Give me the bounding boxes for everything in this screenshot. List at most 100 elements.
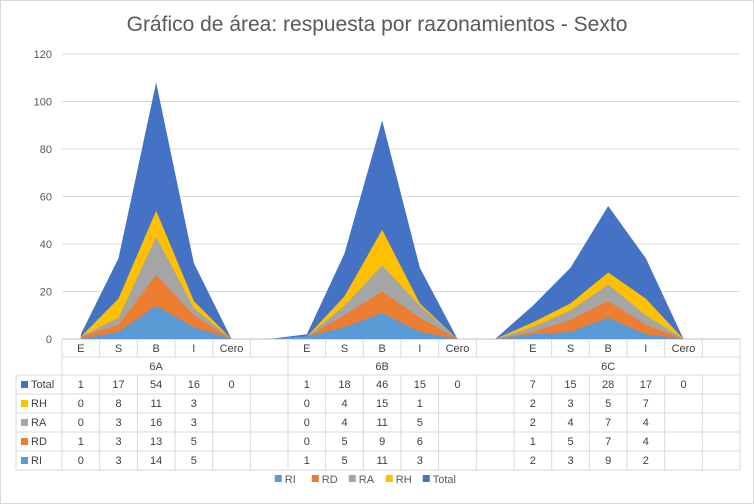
table-cell: 13: [150, 436, 162, 448]
table-series-label: Total: [31, 379, 54, 391]
table-cell: 16: [188, 379, 200, 391]
table-cell: 5: [605, 398, 611, 410]
table-cell: 3: [567, 398, 573, 410]
table-cell: 2: [530, 398, 536, 410]
table-cell: 1: [78, 379, 84, 391]
table-cell: 4: [341, 398, 347, 410]
y-tick-label: 20: [40, 287, 52, 299]
table-cell: 0: [78, 455, 84, 467]
area-series-total: [80, 82, 684, 339]
legend-key-ra: [348, 475, 356, 482]
table-cell: 28: [602, 379, 614, 391]
category-label: I: [192, 343, 195, 355]
area-series-rd: [80, 274, 684, 339]
table-cell: 3: [191, 417, 197, 429]
category-label: E: [303, 343, 310, 355]
table-cell: 4: [341, 417, 347, 429]
y-tick-label: 120: [34, 49, 52, 61]
table-cell: 9: [379, 436, 385, 448]
table-cell: 5: [341, 455, 347, 467]
table-cell: 11: [376, 455, 387, 467]
table-cell: 0: [78, 417, 84, 429]
category-label: B: [152, 343, 159, 355]
table-cell: 1: [304, 455, 310, 467]
legend-key-rd: [311, 475, 319, 482]
table-cell: 1: [78, 436, 84, 448]
legend-label: RH: [396, 474, 412, 486]
y-tick-label: 60: [40, 192, 52, 204]
table-cell: 9: [605, 455, 611, 467]
table-cell: 15: [564, 379, 576, 391]
table-cell: 0: [304, 417, 310, 429]
table-cell: 14: [150, 455, 162, 467]
legend-key-total: [422, 475, 430, 482]
table-cell: 7: [530, 379, 536, 391]
table-cell: 17: [112, 379, 124, 391]
table-legend-key: [21, 419, 28, 426]
legend-label: Total: [433, 474, 456, 486]
table-cell: 5: [567, 436, 573, 448]
category-label: E: [77, 343, 84, 355]
table-cell: 2: [530, 417, 536, 429]
table-series-label: RI: [31, 455, 42, 467]
table-series-label: RA: [31, 417, 47, 429]
table-cell: 0: [304, 398, 310, 410]
category-label: S: [115, 343, 122, 355]
table-cell: 17: [640, 379, 652, 391]
table-cell: 4: [567, 417, 573, 429]
area-series-ri: [80, 305, 684, 339]
table-cell: 5: [417, 417, 423, 429]
category-label: I: [418, 343, 421, 355]
table-series-label: RD: [31, 436, 47, 448]
table-cell: 6: [417, 436, 423, 448]
table-cell: 7: [605, 417, 611, 429]
table-cell: 54: [150, 379, 162, 391]
table-cell: 3: [115, 417, 121, 429]
table-cell: 15: [376, 398, 388, 410]
table-cell: 0: [454, 379, 460, 391]
category-label: I: [644, 343, 647, 355]
category-label: Cero: [446, 343, 470, 355]
table-cell: 3: [115, 455, 121, 467]
category-label: Cero: [672, 343, 696, 355]
table-cell: 0: [78, 398, 84, 410]
table-cell: 18: [338, 379, 350, 391]
table-cell: 5: [191, 455, 197, 467]
category-label: S: [567, 343, 574, 355]
category-label: B: [378, 343, 385, 355]
table-cell: 4: [643, 417, 649, 429]
table-cell: 1: [304, 379, 310, 391]
y-tick-label: 40: [40, 239, 52, 251]
table-cell: 16: [150, 417, 162, 429]
table-cell: 0: [228, 379, 234, 391]
table-cell: 2: [530, 455, 536, 467]
category-label: S: [341, 343, 348, 355]
table-legend-key: [21, 400, 28, 407]
table-cell: 11: [376, 417, 387, 429]
table-legend-key: [21, 457, 28, 464]
table-cell: 2: [643, 455, 649, 467]
table-cell: 5: [191, 436, 197, 448]
area-series-ra: [80, 236, 684, 339]
legend-label: RI: [285, 474, 296, 486]
table-cell: 3: [567, 455, 573, 467]
table-legend-key: [21, 381, 28, 388]
table-cell: 1: [530, 436, 536, 448]
group-label: 6B: [375, 361, 388, 373]
table-cell: 46: [376, 379, 388, 391]
table-cell: 3: [417, 455, 423, 467]
legend-key-rh: [385, 475, 393, 482]
table-cell: 8: [115, 398, 121, 410]
legend-key-ri: [274, 475, 282, 482]
y-tick-label: 80: [40, 144, 52, 156]
table-series-label: RH: [31, 398, 47, 410]
y-tick-label: 100: [34, 97, 52, 109]
table-cell: 4: [643, 436, 649, 448]
group-label: 6A: [149, 361, 163, 373]
table-cell: 15: [414, 379, 426, 391]
legend-label: RD: [322, 474, 338, 486]
category-label: E: [529, 343, 536, 355]
table-cell: 0: [304, 436, 310, 448]
legend-label: RA: [359, 474, 375, 486]
